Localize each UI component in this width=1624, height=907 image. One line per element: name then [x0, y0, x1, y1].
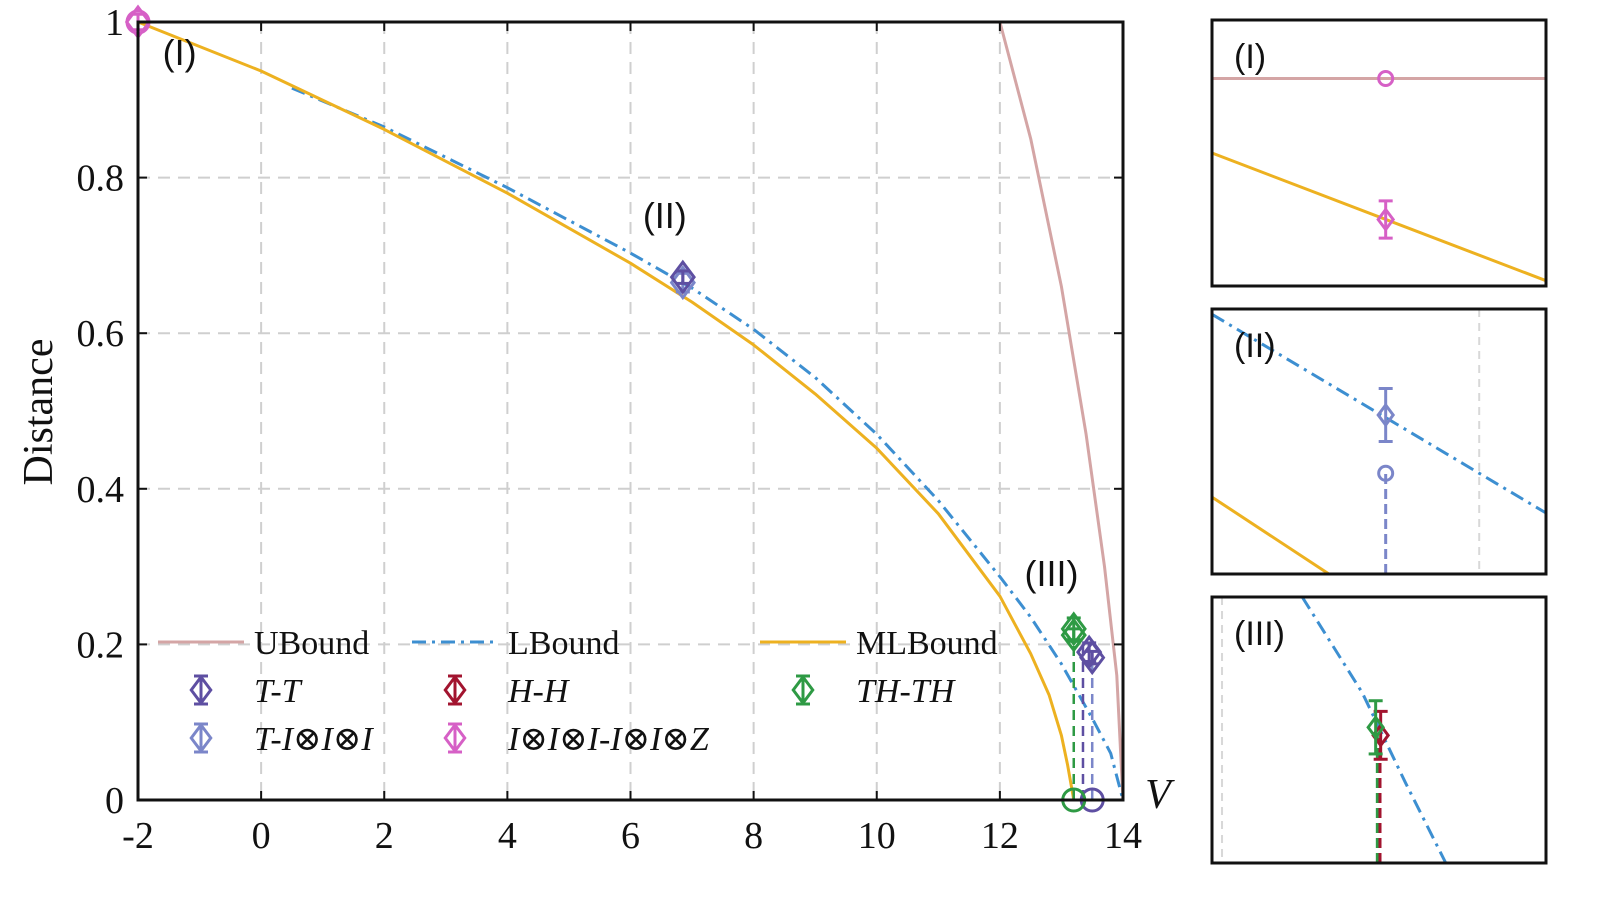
legend-entry-ubound: UBound	[158, 625, 369, 662]
legend-marker-diamond-5	[791, 674, 815, 706]
x-tick-label-0: -2	[122, 815, 154, 857]
x-tick-label-6: 10	[858, 815, 896, 857]
legend-label-lbound: LBound	[508, 625, 619, 662]
inset-2-marker-1	[1377, 464, 1395, 482]
legend-label-hh: H-H	[507, 673, 571, 710]
annotation-region-III: (III)	[1025, 553, 1079, 594]
y-tick-label-5: 1	[105, 2, 124, 44]
inset-III-frame	[1210, 595, 1548, 865]
inset-II-label: (II)	[1234, 327, 1276, 365]
main-grid	[138, 22, 1123, 800]
legend-marker-diamond-7	[443, 722, 467, 754]
legend-marker-thth	[791, 674, 815, 706]
inset-region-I: (I)	[1210, 18, 1548, 288]
inset-I-frame	[1210, 18, 1548, 288]
series-line-mlbound	[137, 20, 1123, 802]
x-tick-label-8: 14	[1104, 815, 1142, 857]
main-drop-lines	[1072, 644, 1094, 800]
y-axis-title: Distance	[16, 339, 62, 486]
y-tick-label-2: 0.4	[77, 469, 125, 511]
marker-t-i-i-i-upper-3	[669, 259, 696, 295]
legend-label-tt: T-T	[254, 673, 303, 710]
legend-label-thth: TH-TH	[856, 673, 957, 710]
legend-label-ubound: UBound	[254, 625, 369, 662]
x-tick-label-5: 8	[744, 815, 763, 857]
inset-III-content	[1221, 596, 1448, 864]
x-tick-label-3: 4	[498, 815, 517, 857]
legend-label-ii: I⊗I⊗I-I⊗I⊗Z	[507, 721, 710, 758]
inset-I-content	[1211, 70, 1547, 283]
inset-II-content	[1211, 309, 1547, 576]
inset-2-series-mlbound	[1211, 495, 1330, 576]
main-annotations: (I) (II) (III)	[163, 32, 1079, 594]
inset-II-frame	[1210, 307, 1548, 576]
inset-region-III: (III)	[1210, 595, 1548, 865]
legend-marker-ii	[443, 722, 467, 754]
marker-t-t-shadow-1	[1079, 640, 1106, 676]
inset-1-marker-0	[1377, 70, 1395, 88]
legend-marker-diamond-4	[443, 674, 467, 706]
legend: UBound LBound MLBound T-T H-H TH-TH T-I⊗…	[158, 625, 998, 758]
x-axis-title: V	[1145, 772, 1175, 818]
inset-2-marker-0	[1376, 402, 1396, 428]
y-tick-label-0: 0	[105, 780, 124, 822]
inset-III-label: (III)	[1234, 615, 1285, 653]
legend-label-mlbound: MLBound	[856, 625, 998, 662]
y-tick-label-4: 0.8	[77, 158, 125, 200]
x-tick-label-1: 0	[252, 815, 271, 857]
legend-marker-hh	[443, 674, 467, 706]
marker-th-th-lower-5	[1060, 617, 1087, 653]
legend-marker-ti	[189, 722, 213, 754]
marker-th-th-4	[1060, 611, 1087, 647]
legend-entry-lbound: LBound	[412, 625, 619, 662]
series-line-ubound	[138, 20, 1125, 801]
annotation-region-II: (II)	[643, 195, 687, 236]
y-tick-label-1: 0.2	[77, 624, 125, 666]
inset-I-label: (I)	[1234, 38, 1266, 76]
legend-marker-diamond-3	[189, 674, 213, 706]
y-tick-label-3: 0.6	[77, 313, 125, 355]
x-tick-label-7: 12	[981, 815, 1019, 857]
inset-3-marker-1	[1366, 714, 1386, 740]
legend-entry-mlbound: MLBound	[760, 625, 998, 662]
annotation-region-I: (I)	[163, 32, 197, 73]
legend-label-ti: T-I⊗I⊗I	[254, 721, 374, 758]
x-tick-label-4: 6	[621, 815, 640, 857]
legend-marker-diamond-6	[189, 722, 213, 754]
marker-t-i-i-i-2	[669, 265, 696, 301]
inset-region-II: (II)	[1210, 307, 1548, 576]
legend-marker-tt	[189, 674, 213, 706]
inset-1-marker-1	[1376, 207, 1396, 232]
x-tick-label-2: 2	[375, 815, 394, 857]
